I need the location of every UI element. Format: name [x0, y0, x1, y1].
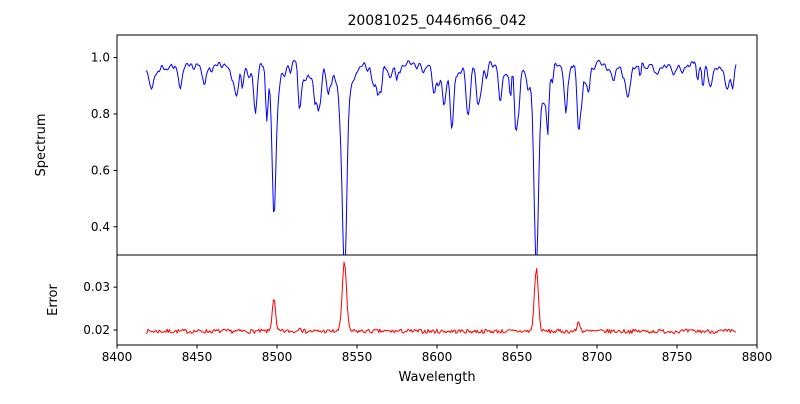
- x-tick-label: 8500: [262, 350, 293, 364]
- y-tick-label: 0.6: [91, 163, 110, 177]
- x-tick-label: 8450: [182, 350, 213, 364]
- bottom-panel: 0.02 0.03 Error: [46, 254, 758, 346]
- error-axis-label: Error: [46, 284, 61, 316]
- top-panel: 0.4 0.6 0.8 1.0 Spectrum: [34, 34, 758, 256]
- spectrum-axis-label: Spectrum: [34, 114, 49, 177]
- y-tick-label: 0.02: [83, 323, 110, 337]
- x-tick-label: 8650: [502, 350, 533, 364]
- x-tick-label: 8600: [422, 350, 453, 364]
- spectrum-y-ticks: 0.4 0.6 0.8 1.0: [91, 51, 117, 234]
- x-tick-label: 8550: [342, 350, 373, 364]
- x-axis-label: Wavelength: [398, 370, 475, 385]
- error-y-ticks: 0.02 0.03: [83, 280, 117, 337]
- y-tick-label: 0.4: [91, 220, 110, 234]
- x-tick-label: 8750: [662, 350, 693, 364]
- figure-title: 20081025_0446m66_042: [347, 13, 526, 29]
- spectrum-line: [145, 60, 737, 255]
- y-tick-label: 0.03: [83, 280, 110, 294]
- y-tick-label: 1.0: [91, 51, 110, 65]
- y-tick-label: 0.8: [91, 107, 110, 121]
- x-tick-label: 8800: [742, 350, 773, 364]
- x-axis-ticks: 8400 8450 8500 8550 8600 8650 8700 8750 8800: [102, 345, 773, 364]
- x-tick-label: 8400: [102, 350, 133, 364]
- error-line: [145, 261, 737, 334]
- x-tick-label: 8700: [582, 350, 613, 364]
